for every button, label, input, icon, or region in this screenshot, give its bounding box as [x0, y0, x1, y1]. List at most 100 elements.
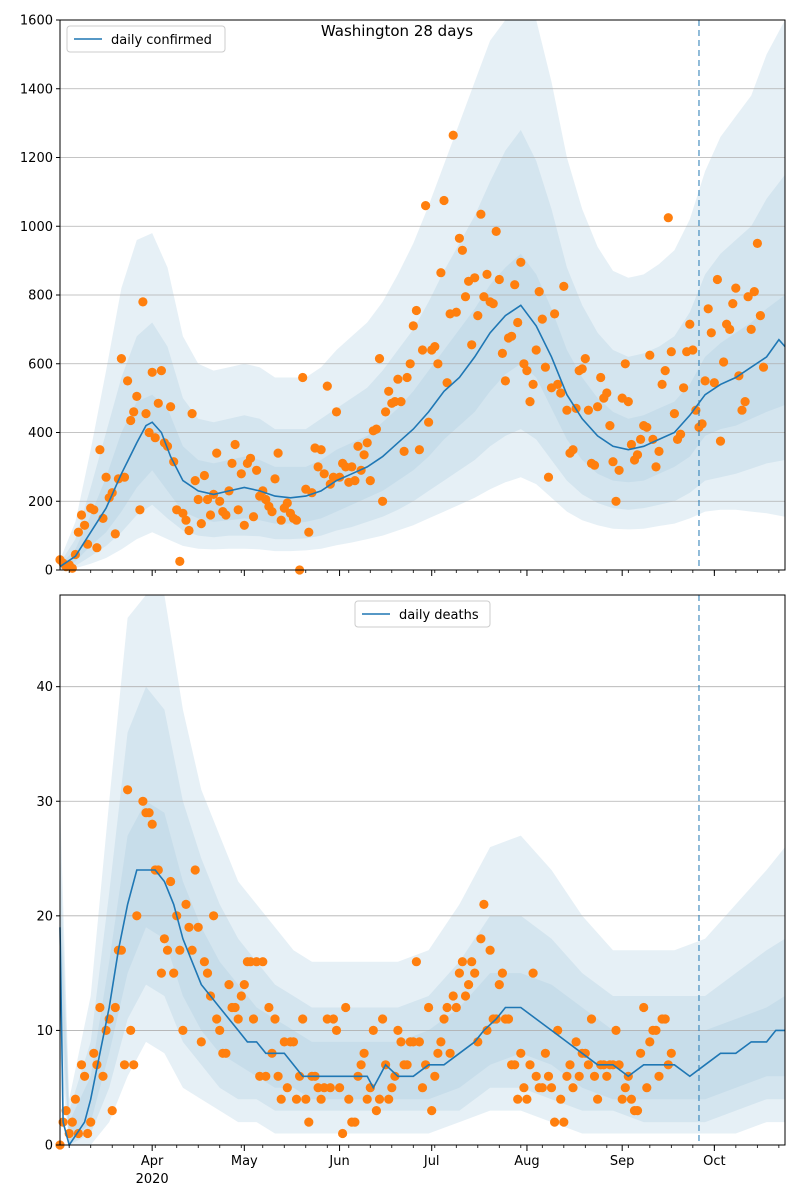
deaths-point: [67, 1117, 77, 1127]
confirmed-y-tick-label: 0: [45, 564, 53, 579]
deaths-point: [356, 1060, 366, 1070]
deaths-point: [583, 1060, 594, 1070]
deaths-point: [350, 1117, 360, 1127]
confirmed-point: [626, 439, 637, 450]
confirmed-data-points: [55, 130, 769, 575]
deaths-point: [454, 968, 464, 978]
confirmed-point: [712, 274, 723, 285]
deaths-point: [540, 1048, 551, 1058]
confirmed-point: [273, 448, 283, 458]
confirmed-point: [402, 372, 412, 383]
deaths-point: [537, 1083, 547, 1093]
deaths-y-tick-label: 0: [45, 1139, 53, 1154]
confirmed-point: [758, 362, 769, 372]
confirmed-point: [378, 496, 388, 506]
confirmed-point: [291, 515, 302, 525]
deaths-point: [654, 1071, 664, 1081]
deaths-point: [470, 968, 480, 978]
deaths-point: [233, 1014, 243, 1024]
confirmed-point: [448, 130, 458, 140]
deaths-legend-label: daily deaths: [399, 608, 479, 623]
deaths-point: [264, 1002, 274, 1013]
deaths-point: [175, 945, 185, 955]
confirmed-band-inner: [60, 253, 785, 569]
confirmed-point: [252, 465, 262, 475]
deaths-point: [144, 808, 154, 818]
confirmed-point: [470, 273, 480, 283]
confirmed-point: [642, 422, 652, 432]
deaths-point: [503, 1014, 514, 1024]
confirmed-x-ticks: [68, 570, 780, 576]
confirmed-point: [439, 195, 449, 206]
deaths-point: [427, 1106, 437, 1116]
confirmed-y-tick-label: 1000: [20, 220, 53, 235]
confirmed-point: [175, 556, 185, 567]
deaths-point: [430, 1071, 440, 1081]
x-tick-label: May: [231, 1154, 258, 1169]
confirmed-point: [193, 494, 203, 505]
deaths-point: [212, 1014, 222, 1024]
deaths-point: [611, 1025, 621, 1035]
confirmed-point: [534, 287, 544, 297]
confirmed-point: [178, 508, 188, 518]
confirmed-point: [316, 445, 326, 455]
deaths-point: [593, 1094, 603, 1104]
confirmed-point: [740, 397, 750, 407]
confirmed-point: [215, 496, 225, 506]
confirmed-point: [589, 460, 600, 470]
confirmed-point: [491, 226, 501, 236]
deaths-point: [335, 1083, 345, 1093]
confirmed-point: [248, 512, 259, 522]
deaths-point: [617, 1094, 627, 1104]
confirmed-point: [596, 372, 606, 383]
confirmed-point: [709, 378, 719, 388]
deaths-point: [215, 1025, 225, 1035]
confirmed-point: [623, 397, 633, 407]
confirmed-point: [153, 398, 163, 408]
deaths-point: [178, 1025, 188, 1035]
deaths-point: [494, 980, 504, 990]
confirmed-point: [187, 409, 197, 419]
deaths-point: [159, 934, 169, 944]
deaths-point: [371, 1106, 381, 1116]
deaths-point: [282, 1083, 292, 1093]
confirmed-point: [135, 505, 145, 515]
deaths-point: [476, 934, 486, 944]
deaths-point: [221, 1048, 231, 1058]
confirmed-point: [725, 324, 735, 334]
deaths-point: [248, 1014, 259, 1024]
confirmed-point: [715, 436, 726, 446]
deaths-point: [89, 1048, 99, 1058]
deaths-point: [202, 968, 213, 978]
confirmed-point: [614, 465, 624, 475]
deaths-point: [396, 1037, 406, 1047]
deaths-point: [543, 1071, 554, 1081]
deaths-legend: daily deaths: [354, 600, 491, 628]
confirmed-point: [270, 474, 280, 484]
confirmed-point: [181, 515, 191, 525]
deaths-point: [546, 1083, 557, 1093]
confirmed-gridlines: [60, 88, 785, 502]
confirmed-point: [500, 376, 510, 386]
confirmed-point: [522, 366, 532, 376]
confirmed-point: [510, 280, 520, 290]
deaths-point: [123, 785, 133, 795]
deaths-y-tick-label: 10: [36, 1024, 53, 1039]
chart-title: Washington 28 days: [321, 22, 473, 40]
confirmed-point: [611, 496, 621, 506]
deaths-point: [193, 922, 203, 932]
confirmed-point: [304, 527, 314, 537]
confirmed-point: [537, 314, 547, 324]
confirmed-y-tick-label: 1200: [20, 151, 53, 166]
deaths-panel: 0 10 20 30 40 Apr May Jun Jul Aug Sep Oct daily de…: [36, 594, 786, 1169]
confirmed-point: [556, 388, 566, 398]
deaths-point: [338, 1128, 348, 1139]
confirmed-point: [568, 445, 578, 455]
deaths-point: [421, 1060, 431, 1070]
confirmed-point: [543, 472, 554, 482]
confirmed-point: [467, 340, 477, 350]
deaths-point: [666, 1048, 676, 1058]
confirmed-point: [221, 510, 231, 520]
deaths-y-tick-label: 30: [36, 795, 53, 810]
confirmed-point: [129, 407, 139, 417]
